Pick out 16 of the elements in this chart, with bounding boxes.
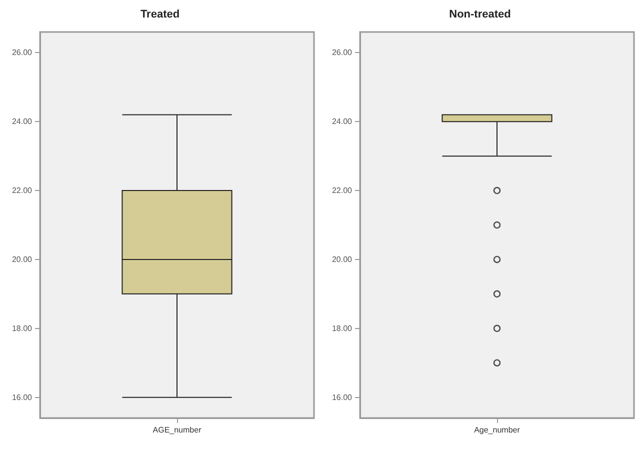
y-tick-label: 16.00 xyxy=(12,392,33,402)
y-tick-label: 24.00 xyxy=(12,117,33,126)
y-tick-label: 22.00 xyxy=(331,186,352,196)
x-tick-label: Age_number xyxy=(474,426,520,434)
y-tick-label: 18.00 xyxy=(331,324,352,333)
y-tick-label: 24.00 xyxy=(331,117,352,126)
x-tick-label: AGE_number xyxy=(152,426,202,434)
y-tick-label: 18.00 xyxy=(12,324,33,333)
chart-title: Non-treated xyxy=(448,8,510,20)
y-tick-label: 22.00 xyxy=(12,186,33,196)
y-tick-label: 16.00 xyxy=(331,392,352,402)
y-tick-label: 20.00 xyxy=(12,254,33,264)
y-tick-label: 20.00 xyxy=(331,254,352,264)
y-tick-label: 26.00 xyxy=(12,48,33,58)
chart-title: Treated xyxy=(140,8,180,20)
y-tick-label: 26.00 xyxy=(331,48,352,58)
